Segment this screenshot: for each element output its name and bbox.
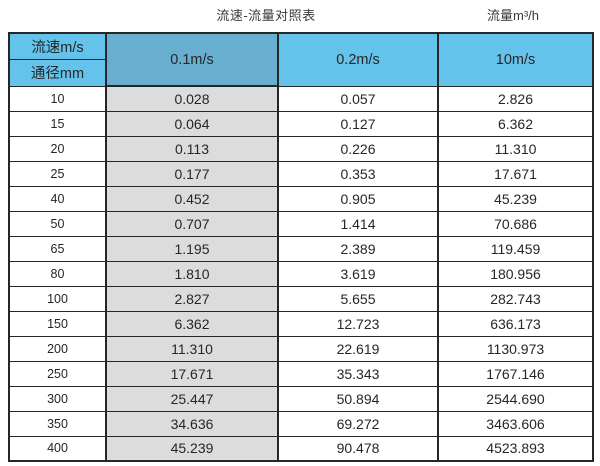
flow-velocity-flow-rate-table: 流速m/s 0.1m/s 0.2m/s 10m/s 通径mm 10 0.028 0.… [8, 32, 594, 462]
flow-value-cell: 17.671 [105, 360, 279, 387]
flow-value-cell: 0.113 [105, 135, 279, 162]
flow-value-cell: 1.414 [277, 210, 439, 237]
flow-value-cell: 5.655 [277, 285, 439, 312]
diameter-cell: 100 [8, 285, 107, 312]
flow-value-cell: 180.956 [437, 260, 594, 287]
diameter-cell: 40 [8, 185, 107, 212]
flow-value-cell: 1130.973 [437, 335, 594, 362]
flow-value-cell: 282.743 [437, 285, 594, 312]
flow-value-cell: 45.239 [437, 185, 594, 212]
corner-diameter-label: 通径mm [8, 58, 107, 87]
table-row: 400 45.239 90.478 4523.893 [8, 435, 594, 462]
table-row: 350 34.636 69.272 3463.606 [8, 410, 594, 437]
table-row: 25 0.177 0.353 17.671 [8, 160, 594, 187]
flow-value-cell: 2.826 [437, 85, 594, 112]
flow-value-cell: 70.686 [437, 210, 594, 237]
column-header-10ms: 10m/s [437, 32, 594, 87]
flow-value-cell: 0.177 [105, 160, 279, 187]
flow-value-cell: 119.459 [437, 235, 594, 262]
table-row: 150 6.362 12.723 636.173 [8, 310, 594, 337]
column-header-0-2ms: 0.2m/s [277, 32, 439, 87]
diameter-cell: 250 [8, 360, 107, 387]
table-row: 100 2.827 5.655 282.743 [8, 285, 594, 312]
flow-unit-label: 流量m³/h [487, 8, 540, 23]
diameter-cell: 15 [8, 110, 107, 137]
flow-value-cell: 0.226 [277, 135, 439, 162]
flow-value-cell: 6.362 [105, 310, 279, 337]
flow-value-cell: 90.478 [277, 435, 439, 462]
diameter-cell: 65 [8, 235, 107, 262]
flow-value-cell: 45.239 [105, 435, 279, 462]
table-body: 10 0.028 0.057 2.826 15 0.064 0.127 6.362 20 0.11… [8, 85, 594, 462]
flow-value-cell: 1767.146 [437, 360, 594, 387]
flow-value-cell: 34.636 [105, 410, 279, 437]
flow-value-cell: 2544.690 [437, 385, 594, 412]
diameter-cell: 80 [8, 260, 107, 287]
flow-value-cell: 35.343 [277, 360, 439, 387]
diameter-cell: 150 [8, 310, 107, 337]
flow-value-cell: 1.195 [105, 235, 279, 262]
table-row: 50 0.707 1.414 70.686 [8, 210, 594, 237]
flow-value-cell: 0.028 [105, 85, 279, 112]
diameter-cell: 400 [8, 435, 107, 462]
diameter-cell: 25 [8, 160, 107, 187]
flow-value-cell: 0.707 [105, 210, 279, 237]
table-row: 200 11.310 22.619 1130.973 [8, 335, 594, 362]
diameter-cell: 200 [8, 335, 107, 362]
corner-velocity-label: 流速m/s [8, 32, 107, 60]
page-title: 流速-流量对照表 [216, 8, 316, 23]
table-row: 65 1.195 2.389 119.459 [8, 235, 594, 262]
diameter-cell: 20 [8, 135, 107, 162]
table-row: 250 17.671 35.343 1767.146 [8, 360, 594, 387]
table-row: 15 0.064 0.127 6.362 [8, 110, 594, 137]
titles-row: 流速-流量对照表 流量m³/h [0, 0, 600, 32]
flow-value-cell: 0.353 [277, 160, 439, 187]
flow-value-cell: 1.810 [105, 260, 279, 287]
flow-value-cell: 636.173 [437, 310, 594, 337]
flow-value-cell: 0.452 [105, 185, 279, 212]
flow-value-cell: 0.064 [105, 110, 279, 137]
flow-value-cell: 2.389 [277, 235, 439, 262]
flow-value-cell: 0.127 [277, 110, 439, 137]
flow-value-cell: 22.619 [277, 335, 439, 362]
flow-value-cell: 2.827 [105, 285, 279, 312]
flow-value-cell: 69.272 [277, 410, 439, 437]
flow-value-cell: 50.894 [277, 385, 439, 412]
flow-value-cell: 3.619 [277, 260, 439, 287]
flow-value-cell: 11.310 [437, 135, 594, 162]
table-row: 80 1.810 3.619 180.956 [8, 260, 594, 287]
flow-value-cell: 6.362 [437, 110, 594, 137]
diameter-cell: 10 [8, 85, 107, 112]
table-row: 10 0.028 0.057 2.826 [8, 85, 594, 112]
table-row: 300 25.447 50.894 2544.690 [8, 385, 594, 412]
flow-value-cell: 0.057 [277, 85, 439, 112]
column-header-0-1ms: 0.1m/s [105, 32, 279, 87]
diameter-cell: 50 [8, 210, 107, 237]
flow-value-cell: 12.723 [277, 310, 439, 337]
table-header: 流速m/s 0.1m/s 0.2m/s 10m/s 通径mm [8, 32, 594, 87]
diameter-cell: 300 [8, 385, 107, 412]
diameter-cell: 350 [8, 410, 107, 437]
flow-value-cell: 3463.606 [437, 410, 594, 437]
table-row: 20 0.113 0.226 11.310 [8, 135, 594, 162]
flow-value-cell: 0.905 [277, 185, 439, 212]
flow-value-cell: 25.447 [105, 385, 279, 412]
table-row: 40 0.452 0.905 45.239 [8, 185, 594, 212]
flow-value-cell: 4523.893 [437, 435, 594, 462]
flow-value-cell: 17.671 [437, 160, 594, 187]
flow-value-cell: 11.310 [105, 335, 279, 362]
